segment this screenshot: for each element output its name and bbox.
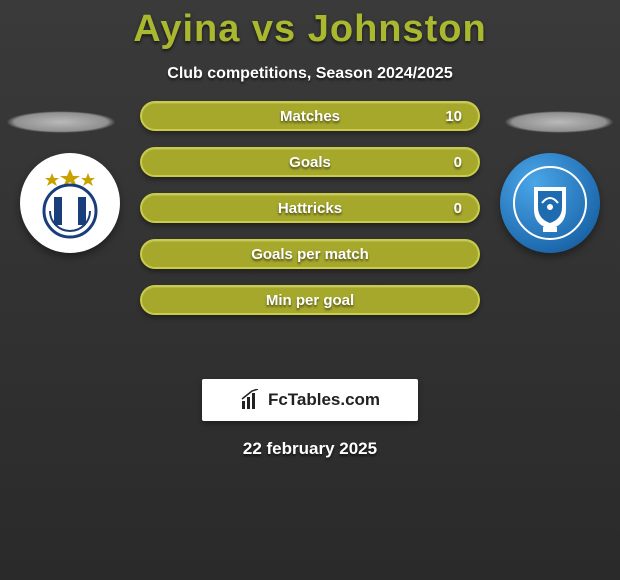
stat-value: 0: [454, 200, 462, 217]
subtitle: Club competitions, Season 2024/2025: [0, 65, 620, 83]
stat-bar-matches: Matches 10: [140, 101, 480, 131]
page-title: Ayina vs Johnston: [0, 0, 620, 51]
stat-bars: Matches 10 Goals 0 Hattricks 0 Goals per…: [140, 101, 480, 331]
stat-label: Matches: [280, 108, 340, 125]
comparison-stage: Matches 10 Goals 0 Hattricks 0 Goals per…: [0, 111, 620, 361]
brand-box: FcTables.com: [202, 379, 418, 421]
brand-text: FcTables.com: [268, 390, 380, 410]
club-badge-right: [500, 153, 600, 253]
chart-icon: [240, 389, 262, 411]
stat-value: 0: [454, 154, 462, 171]
peterborough-icon: [510, 163, 590, 243]
stat-label: Min per goal: [266, 292, 354, 309]
stat-bar-hattricks: Hattricks 0: [140, 193, 480, 223]
stat-bar-min-per-goal: Min per goal: [140, 285, 480, 315]
stat-label: Hattricks: [278, 200, 342, 217]
stat-bar-goals-per-match: Goals per match: [140, 239, 480, 269]
date-text: 22 february 2025: [0, 439, 620, 459]
stat-label: Goals: [289, 154, 331, 171]
player-shadow-left: [6, 111, 116, 133]
stat-value: 10: [445, 108, 462, 125]
stat-label: Goals per match: [251, 246, 369, 263]
club-badge-left: [20, 153, 120, 253]
player-shadow-right: [504, 111, 614, 133]
stat-bar-goals: Goals 0: [140, 147, 480, 177]
huddersfield-icon: [30, 163, 110, 243]
